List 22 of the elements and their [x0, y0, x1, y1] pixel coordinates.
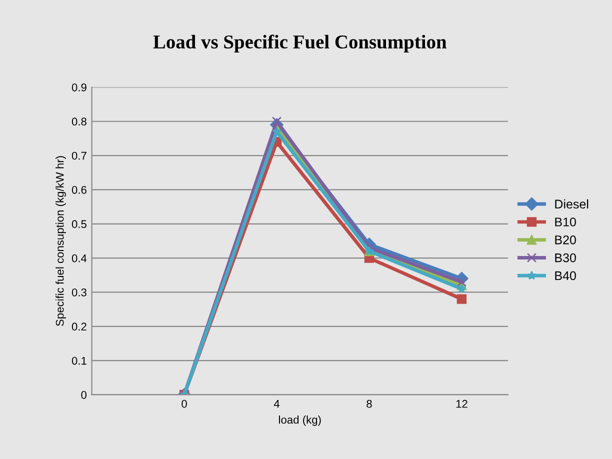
x-tick-label: 8	[366, 400, 372, 408]
y-tick-label: 0.9	[72, 83, 86, 92]
x-tick-label: 4	[274, 400, 280, 408]
y-tick-label: 0.2	[72, 322, 86, 331]
legend-label: Diesel	[555, 199, 588, 209]
x-axis-title: load (kg)	[279, 416, 321, 426]
y-tick-label: 0.1	[72, 356, 86, 365]
y-tick-label: 0	[81, 391, 87, 399]
y-tick-label: 0.4	[72, 254, 87, 262]
y-tick-label: 0.6	[72, 186, 86, 194]
legend-label: B10	[555, 218, 576, 226]
chart-title: Load vs Specific Fuel Consumption	[153, 34, 447, 52]
legend-label: B40	[555, 271, 576, 280]
y-tick-label: 0.7	[72, 152, 86, 160]
x-tick-label: 12	[456, 400, 468, 408]
y-tick-label: 0.3	[72, 288, 86, 296]
y-tick-label: 0.8	[72, 118, 86, 126]
x-tick-label: 0	[182, 400, 187, 408]
y-tick-label: 0.5	[72, 220, 86, 228]
legend-label: B20	[555, 235, 576, 244]
y-axis-title: Specific fuel consuption (kg/kW hr)	[56, 156, 66, 326]
legend-label: B30	[555, 253, 576, 262]
